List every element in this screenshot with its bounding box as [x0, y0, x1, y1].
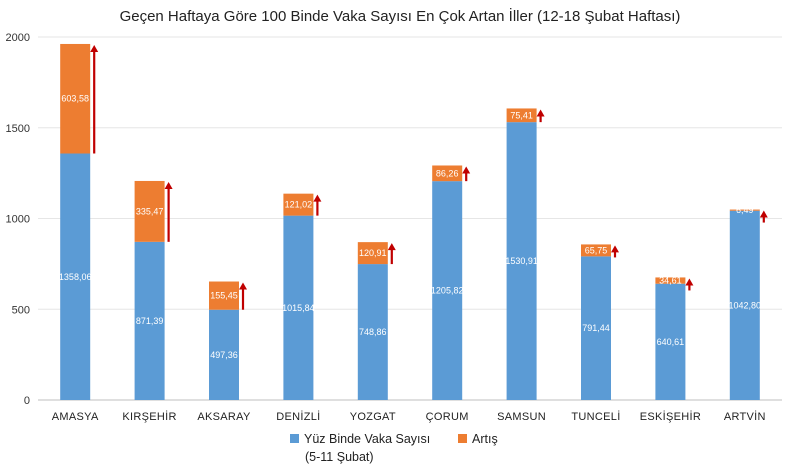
data-label-base: 748,86 — [359, 327, 387, 337]
bar-base — [357, 264, 388, 400]
y-tick-label: 2000 — [6, 32, 30, 44]
x-tick-label: SAMSUN — [497, 411, 546, 423]
chart-title: Geçen Haftaya Göre 100 Binde Vaka Sayısı… — [119, 8, 681, 25]
increase-arrow-head — [313, 194, 322, 202]
data-label-increase: 155,45 — [210, 291, 238, 301]
increase-arrow-head — [387, 243, 396, 251]
legend-swatch-base — [290, 434, 299, 443]
bar-base — [655, 283, 686, 400]
data-label-increase: 75,41 — [510, 110, 533, 120]
legend-label-base: Yüz Binde Vaka Sayısı — [304, 432, 431, 446]
increase-arrow-head — [90, 44, 99, 52]
increase-arrows — [90, 44, 768, 310]
bar-base — [60, 153, 91, 400]
bar-base — [209, 309, 239, 400]
bar-increase — [357, 242, 388, 265]
data-label-increase: 65,75 — [585, 245, 608, 255]
bar-base — [283, 215, 314, 400]
data-label-base: 1205,82 — [431, 286, 464, 296]
x-tick-label: AKSARAY — [197, 411, 251, 423]
bar-increase — [432, 165, 463, 182]
increase-arrow-head — [685, 278, 694, 286]
bar-base — [134, 241, 165, 400]
data-label-base: 1358,06 — [59, 272, 92, 282]
x-tick-label: KIRŞEHİR — [122, 410, 176, 423]
legend-item-base: Yüz Binde Vaka Sayısı — [290, 432, 430, 446]
legend-item-base-line2: (5-11 Şubat) — [305, 450, 374, 464]
x-tick-label: YOZGAT — [350, 411, 396, 423]
increase-arrow-head — [759, 210, 768, 218]
data-label-base: 1015,84 — [282, 303, 315, 313]
data-label-base: 640,61 — [657, 337, 685, 347]
bar-increase — [506, 108, 537, 123]
bar-base — [729, 210, 760, 400]
x-tick-label: ESKİŞEHİR — [640, 410, 701, 423]
data-label-increase: 121,02 — [285, 200, 313, 210]
data-label-increase: 6,49 — [736, 205, 754, 215]
bar-increase — [283, 193, 314, 216]
data-label-base: 497,36 — [210, 350, 238, 360]
legend-label-base-line2: (5-11 Şubat) — [305, 450, 374, 464]
bar-increase — [655, 277, 686, 284]
x-tick-label: AMASYA — [52, 411, 99, 423]
increase-arrow-head — [164, 181, 173, 189]
increase-arrow-head — [239, 282, 247, 290]
bar-increase — [209, 281, 239, 310]
x-tick-label: ARTVİN — [724, 410, 766, 423]
bar-increase — [60, 43, 91, 154]
bars — [60, 43, 760, 400]
legend-item-increase: Artış — [458, 432, 498, 446]
legend-label-increase: Artış — [472, 432, 498, 446]
data-label-base: 1530,91 — [505, 256, 538, 266]
bar-base — [432, 181, 463, 400]
data-label-increase: 34,61 — [659, 276, 682, 286]
bar-labels: 1358,06 603,58 871,39 335,47 497,36 155,45 101… — [59, 94, 761, 360]
y-tick-label: 1000 — [6, 214, 30, 226]
y-axis: 0 500 1000 1500 2000 — [6, 32, 30, 407]
y-tick-label: 0 — [24, 395, 30, 407]
x-tick-label: TUNCELİ — [571, 410, 620, 423]
data-label-increase: 120,91 — [359, 248, 387, 258]
bar-base — [581, 256, 611, 400]
increase-arrow-head — [536, 109, 545, 117]
data-label-base: 791,44 — [582, 323, 610, 333]
increase-arrow-head — [611, 245, 619, 253]
bar-increase — [581, 244, 611, 257]
data-label-base: 1042,80 — [729, 300, 762, 310]
increase-arrow-head — [462, 166, 471, 174]
y-tick-label: 500 — [12, 304, 30, 316]
x-tick-label: DENİZLİ — [276, 410, 320, 423]
bar-base — [506, 122, 537, 400]
bar-increase — [729, 209, 760, 211]
legend-swatch-increase — [458, 434, 467, 443]
y-tick-label: 1500 — [6, 123, 30, 135]
data-label-increase: 86,26 — [436, 168, 459, 178]
data-label-base: 871,39 — [136, 316, 164, 326]
data-label-increase: 603,58 — [61, 94, 89, 104]
data-label-increase: 335,47 — [136, 206, 164, 216]
x-tick-label: ÇORUM — [426, 411, 469, 423]
x-axis: AMASYA KIRŞEHİR AKSARAY DENİZLİ YOZGAT ÇORUM S… — [52, 410, 766, 423]
bar-increase — [134, 180, 165, 242]
